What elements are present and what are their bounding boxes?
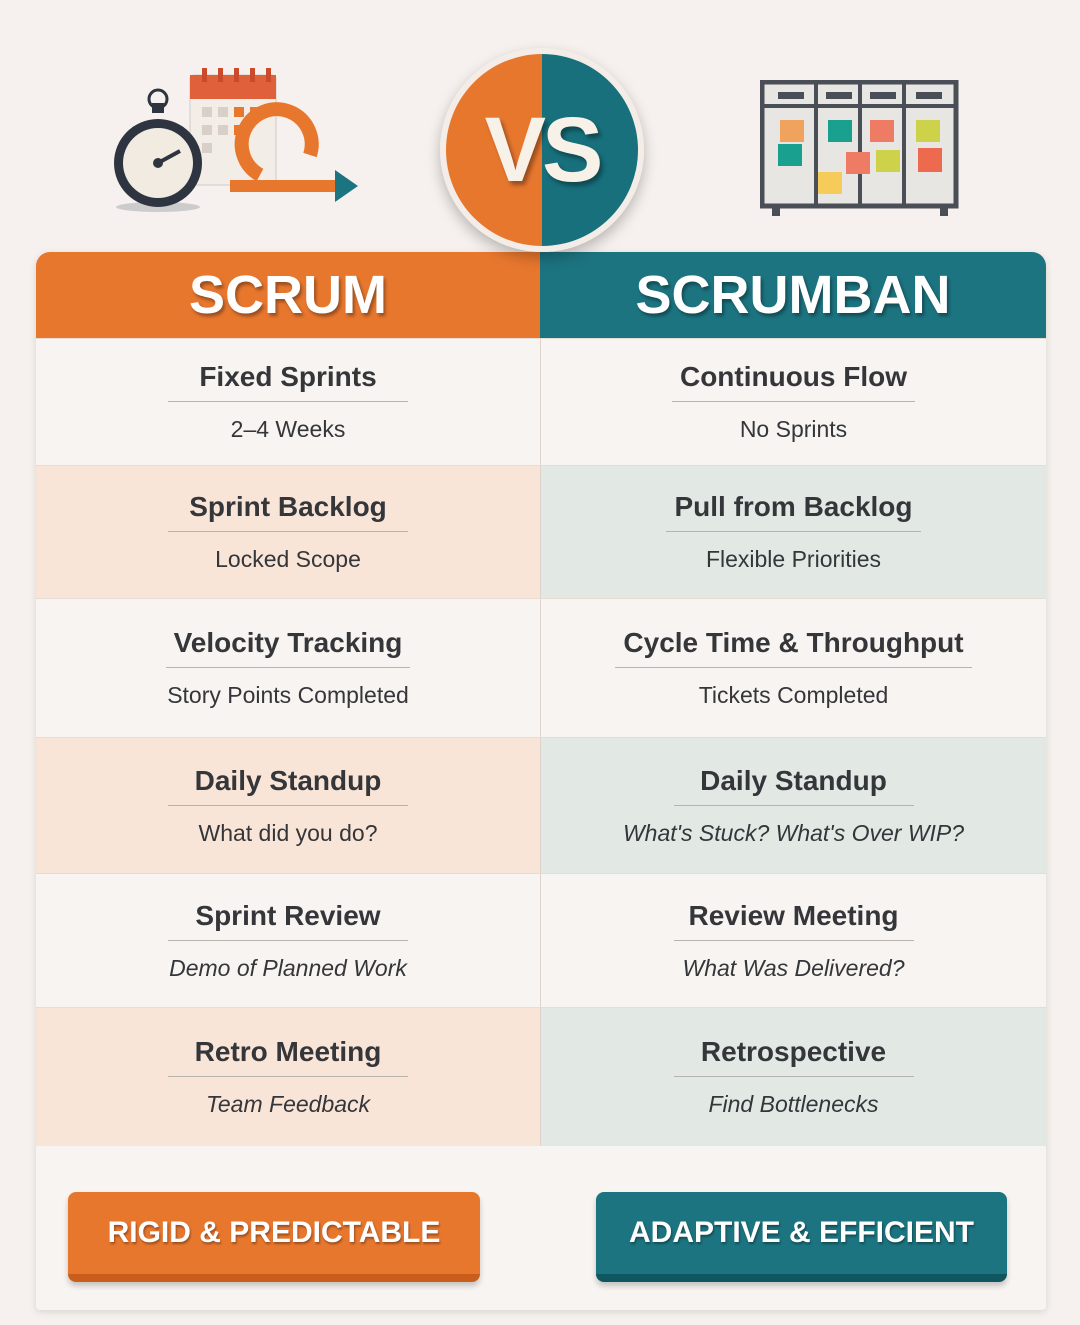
cell-subtitle: No Sprints <box>739 416 848 442</box>
cell-subtitle: Team Feedback <box>205 1091 371 1117</box>
stopwatch-calendar-cycle-icon <box>114 68 358 212</box>
cell-title: Daily Standup <box>168 765 408 806</box>
cell-title: Daily Standup <box>673 765 914 806</box>
rigid-predictable-button[interactable]: RIGID & PREDICTABLE <box>68 1192 480 1282</box>
scrumban-cell: Continuous Flow No Sprints <box>540 339 1046 465</box>
cell-title: Retrospective <box>673 1036 914 1077</box>
scrum-header: SCRUM <box>36 252 540 338</box>
kanban-board-icon <box>760 80 959 216</box>
comparison-row: Daily Standup What did you do? Daily Sta… <box>36 737 1046 873</box>
cell-subtitle: Find Bottlenecks <box>708 1091 879 1117</box>
cell-subtitle: What's Stuck? What's Over WIP? <box>622 819 965 846</box>
cell-subtitle: Locked Scope <box>215 546 361 572</box>
scrumban-cell: Review Meeting What Was Delivered? <box>540 874 1046 1007</box>
scrum-cell: Sprint Review Demo of Planned Work <box>36 874 540 1007</box>
comparison-row: Fixed Sprints 2–4 Weeks Continuous Flow … <box>36 338 1046 465</box>
cell-subtitle: Tickets Completed <box>698 682 889 708</box>
adaptive-efficient-button[interactable]: ADAPTIVE & EFFICIENT <box>596 1192 1007 1282</box>
scrumban-cell: Daily Standup What's Stuck? What's Over … <box>540 738 1046 873</box>
cell-title: Velocity Tracking <box>165 627 411 668</box>
cell-subtitle: Story Points Completed <box>167 682 409 708</box>
cell-subtitle: 2–4 Weeks <box>230 416 346 442</box>
cell-title: Continuous Flow <box>671 361 916 402</box>
comparison-row: Velocity Tracking Story Points Completed… <box>36 598 1046 737</box>
scrumban-header: SCRUMBAN <box>540 252 1046 338</box>
comparison-table: SCRUM SCRUMBAN Fixed Sprints 2–4 Weeks C… <box>36 252 1046 1310</box>
cell-subtitle: What Was Delivered? <box>682 954 905 981</box>
comparison-row: Sprint Backlog Locked Scope Pull from Ba… <box>36 465 1046 598</box>
cell-title: Sprint Backlog <box>168 491 408 532</box>
cell-subtitle: Demo of Planned Work <box>169 954 407 981</box>
cell-title: Sprint Review <box>168 900 408 941</box>
comparison-row: Retro Meeting Team Feedback Retrospectiv… <box>36 1007 1046 1146</box>
vs-badge: VS <box>440 48 644 252</box>
scrum-cell: Retro Meeting Team Feedback <box>36 1008 540 1146</box>
cell-title: Fixed Sprints <box>168 361 408 402</box>
scrum-cell: Daily Standup What did you do? <box>36 738 540 873</box>
scrumban-cell: Retrospective Find Bottlenecks <box>540 1008 1046 1146</box>
cell-title: Retro Meeting <box>168 1036 408 1077</box>
cell-title: Cycle Time & Throughput <box>615 627 972 668</box>
cell-title: Review Meeting <box>673 900 914 941</box>
scrumban-cell: Cycle Time & Throughput Tickets Complete… <box>540 599 1046 737</box>
scrum-cell: Sprint Backlog Locked Scope <box>36 466 540 598</box>
comparison-row: Sprint Review Demo of Planned Work Revie… <box>36 873 1046 1007</box>
scrum-cell: Velocity Tracking Story Points Completed <box>36 599 540 737</box>
scrum-cell: Fixed Sprints 2–4 Weeks <box>36 339 540 465</box>
cell-subtitle: What did you do? <box>198 819 378 846</box>
cell-subtitle: Flexible Priorities <box>705 546 882 572</box>
vs-label: VS <box>484 99 604 201</box>
cell-title: Pull from Backlog <box>666 491 921 532</box>
scrumban-cell: Pull from Backlog Flexible Priorities <box>540 466 1046 598</box>
